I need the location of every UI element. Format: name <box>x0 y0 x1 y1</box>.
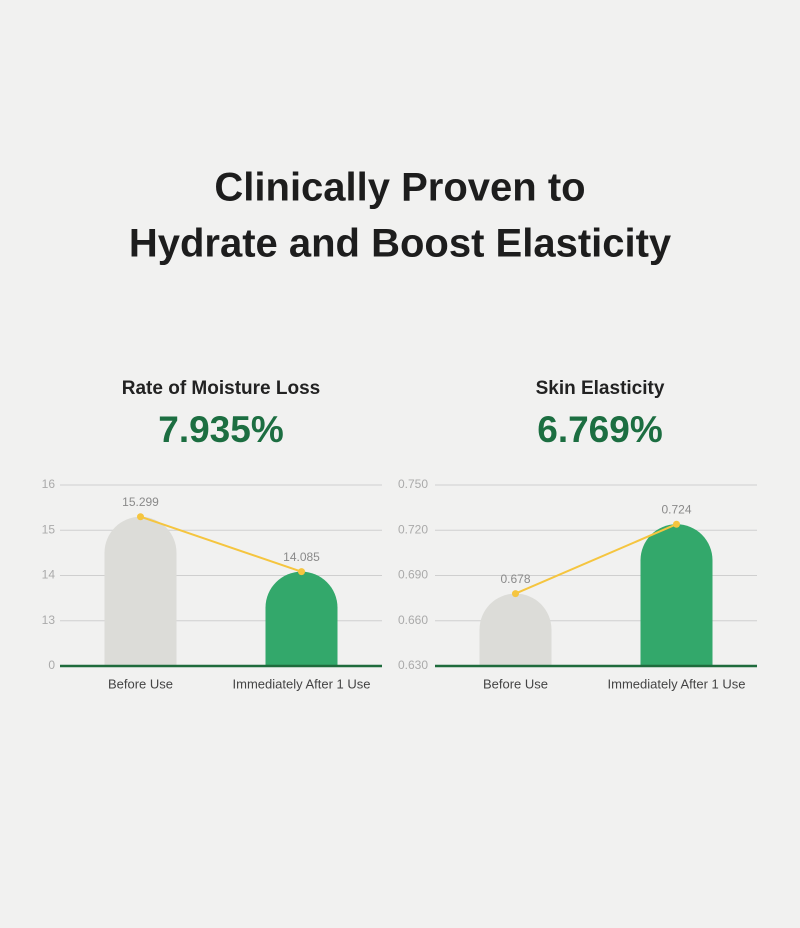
x-tick-label: Before Use <box>108 676 173 691</box>
headline: 6.769% <box>537 409 663 450</box>
title-line: Clinically Proven to <box>214 166 585 210</box>
x-tick-label: Immediately After 1 Use <box>608 676 746 691</box>
x-tick-label: Before Use <box>483 676 548 691</box>
value-label: 15.299 <box>122 495 159 509</box>
bar <box>265 571 338 666</box>
point <box>512 590 519 598</box>
point <box>137 513 144 521</box>
y-tick-label: 0.690 <box>398 568 428 582</box>
title-line: Hydrate and Boost Elasticity <box>129 222 672 266</box>
trend-line <box>515 523 677 595</box>
y-tick-label: 0 <box>48 658 55 672</box>
y-tick-label: 0.660 <box>398 613 428 627</box>
y-tick-label: 13 <box>42 613 56 627</box>
bar <box>104 516 177 666</box>
headline: 7.935% <box>158 409 284 450</box>
y-tick-label: 16 <box>42 477 56 491</box>
value-label: 0.678 <box>500 572 530 586</box>
bar <box>640 524 713 666</box>
x-tick-label: Immediately After 1 Use <box>233 676 371 691</box>
chart-title: Skin Elasticity <box>536 378 665 399</box>
value-label: 0.724 <box>661 502 691 516</box>
y-tick-label: 14 <box>42 568 56 582</box>
y-tick-label: 0.750 <box>398 477 428 491</box>
point <box>673 520 680 528</box>
y-tick-label: 15 <box>42 522 56 536</box>
y-tick-label: 0.630 <box>398 658 428 672</box>
trend-line <box>140 515 302 573</box>
chart-title: Rate of Moisture Loss <box>122 378 320 399</box>
value-label: 14.085 <box>283 550 320 564</box>
point <box>298 568 305 576</box>
bar <box>479 593 552 666</box>
y-tick-label: 0.720 <box>398 522 428 536</box>
